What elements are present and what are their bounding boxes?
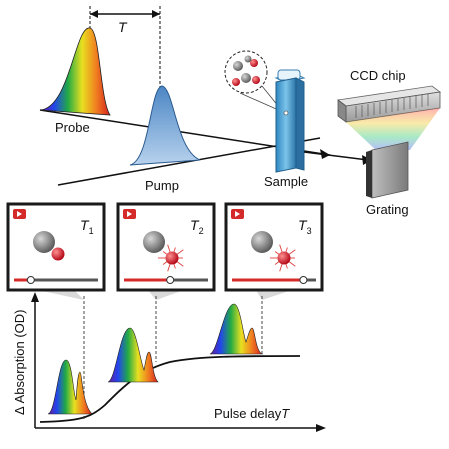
ccd-label: CCD chip [350, 68, 406, 83]
transmitted-beam [303, 151, 369, 161]
snapshot-frame-3: T3 [224, 202, 324, 300]
pump-label: Pump [145, 178, 179, 193]
snapshot-frame-2: T2 [116, 202, 216, 300]
progress-handle[interactable] [26, 276, 35, 284]
ccd-chip [336, 85, 442, 123]
atom-red [165, 251, 179, 265]
y-axis-label: Δ Absorption (OD) [12, 310, 27, 416]
x-axis-label: Pulse delayT [214, 406, 290, 421]
callout-wedge [38, 290, 84, 300]
atom-red [277, 251, 291, 265]
progress-track[interactable] [14, 278, 98, 282]
grating [366, 141, 409, 199]
frame-time-label: T3 [298, 217, 312, 236]
atom-gray [33, 231, 55, 253]
pump-pulse [129, 85, 201, 166]
snapshot-frame-1: T1 [6, 202, 106, 300]
delay-label: T [118, 19, 128, 35]
sample-cuvette [274, 69, 306, 173]
spectrum-t1 [47, 359, 93, 415]
callout-wedge [256, 290, 292, 300]
probe-label: Probe [55, 120, 90, 135]
grating-label: Grating [366, 202, 409, 217]
delay-marker: T [89, 6, 161, 90]
progress-fill [232, 278, 304, 282]
atom-gray [251, 231, 273, 253]
transient-plot: Δ Absorption (OD) Pulse delayT [12, 292, 326, 432]
spectrum-t2 [107, 327, 159, 383]
diffracted-light [346, 108, 440, 152]
sample-label: Sample [264, 174, 308, 189]
molecule-inset [224, 50, 284, 113]
probe-pulse [39, 27, 111, 116]
snapshot-frames: T1 T2 T3 [6, 202, 324, 300]
progress-handle[interactable] [166, 276, 175, 284]
frame-time-label: T2 [190, 217, 204, 236]
frame-time-label: T1 [80, 217, 94, 236]
atom-red [51, 247, 65, 261]
progress-handle[interactable] [299, 276, 308, 284]
progress-fill [14, 278, 31, 282]
callout-wedge [148, 290, 184, 300]
progress-fill [124, 278, 171, 282]
spectrum-t3 [209, 303, 264, 355]
atom-gray [143, 231, 165, 253]
